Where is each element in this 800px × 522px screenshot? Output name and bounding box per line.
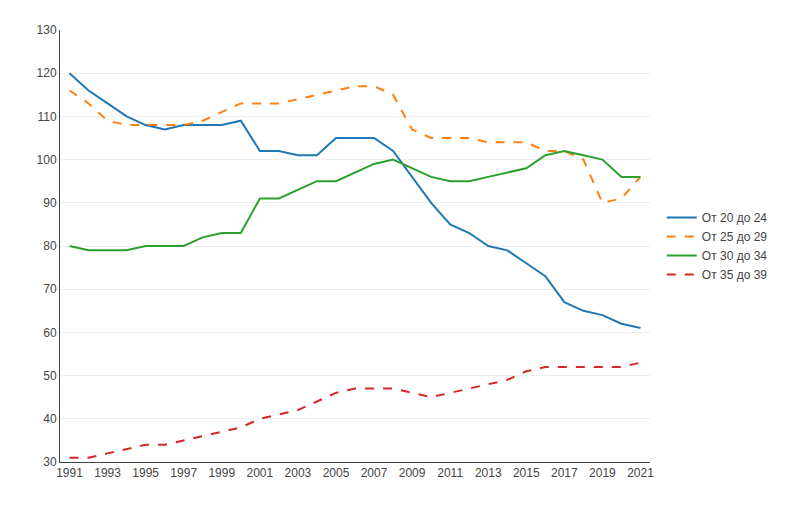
svg-text:От 20 до 24: От 20 до 24 bbox=[702, 211, 768, 225]
svg-text:70: 70 bbox=[43, 282, 57, 296]
svg-text:110: 110 bbox=[37, 110, 56, 124]
svg-text:120: 120 bbox=[37, 66, 57, 80]
svg-text:2015: 2015 bbox=[513, 466, 540, 480]
svg-text:От 25 до 29: От 25 до 29 bbox=[702, 230, 768, 244]
svg-text:1997: 1997 bbox=[170, 466, 197, 480]
svg-text:1995: 1995 bbox=[132, 466, 159, 480]
svg-text:2003: 2003 bbox=[285, 466, 312, 480]
svg-text:1991: 1991 bbox=[56, 466, 83, 480]
svg-text:2007: 2007 bbox=[361, 466, 388, 480]
svg-text:1999: 1999 bbox=[208, 466, 235, 480]
svg-text:2019: 2019 bbox=[589, 466, 616, 480]
svg-text:2013: 2013 bbox=[475, 466, 502, 480]
svg-text:2021: 2021 bbox=[627, 466, 654, 480]
svg-text:1993: 1993 bbox=[94, 466, 121, 480]
svg-text:100: 100 bbox=[37, 153, 57, 167]
svg-text:130: 130 bbox=[37, 23, 57, 37]
svg-text:2005: 2005 bbox=[323, 466, 350, 480]
svg-text:90: 90 bbox=[43, 196, 57, 210]
svg-text:От 35 до 39: От 35 до 39 bbox=[702, 268, 768, 282]
svg-text:2017: 2017 bbox=[551, 466, 578, 480]
svg-text:40: 40 bbox=[43, 412, 57, 426]
svg-text:2001: 2001 bbox=[246, 466, 273, 480]
svg-text:80: 80 bbox=[43, 239, 57, 253]
svg-text:30: 30 bbox=[43, 455, 57, 469]
svg-text:60: 60 bbox=[43, 326, 57, 340]
svg-text:50: 50 bbox=[43, 369, 57, 383]
svg-text:От 30 до 34: От 30 до 34 bbox=[702, 249, 768, 263]
svg-text:2009: 2009 bbox=[399, 466, 426, 480]
svg-text:2011: 2011 bbox=[437, 466, 463, 480]
